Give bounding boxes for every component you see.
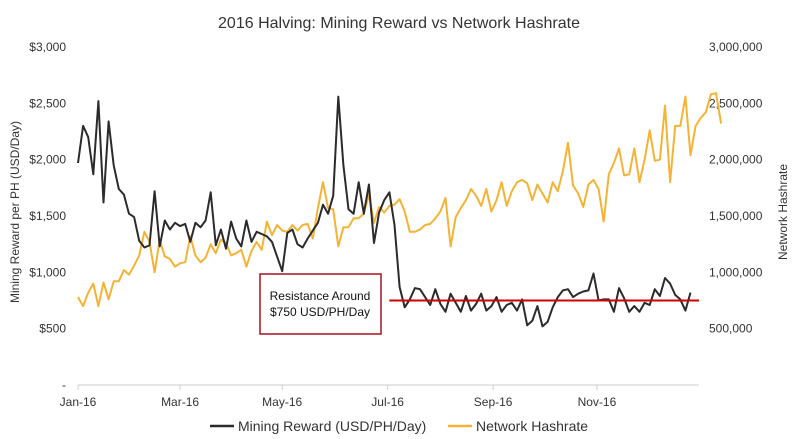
y-left-tick-label: $2,000	[29, 153, 66, 167]
y-left-tick-label: $1,000	[29, 265, 66, 279]
x-tick-label: Nov-16	[578, 395, 617, 409]
y-right-tick-label: 3,000,000	[709, 40, 763, 54]
y-right-axis-label: Network Hashrate	[776, 164, 790, 260]
annotation-text-line1: Resistance Around	[270, 289, 371, 303]
x-tick-label: Jan-16	[60, 395, 97, 409]
y-left-tick-label: $1,500	[29, 209, 66, 223]
y-right-ticks: 500,000 1,000,000 1,500,000 2,000,000 2,500,…	[709, 40, 763, 336]
y-left-tick-label: $2,500	[29, 96, 66, 110]
series-line-network-hashrate	[77, 92, 723, 308]
y-right-tick-label: 2,500,000	[709, 96, 763, 110]
y-left-tick-label: -	[62, 378, 66, 392]
legend-label-mining-reward: Mining Reward (USD/PH/Day)	[238, 418, 426, 434]
annotation-text-line2: $750 USD/PH/Day	[270, 305, 370, 319]
annotation-box: Resistance Around $750 USD/PH/Day	[259, 273, 382, 335]
y-right-tick-label: 2,000,000	[709, 153, 763, 167]
x-ticks: Jan-16 Mar-16 May-16 Jul-16 Sep-16 Nov-16	[60, 385, 617, 409]
y-left-tick-label: $3,000	[29, 40, 66, 54]
y-left-axis-label: Mining Reward per PH (USD/Day)	[8, 121, 22, 303]
y-right-tick-label: 1,000,000	[709, 265, 763, 279]
x-tick-label: Mar-16	[161, 395, 199, 409]
series-line-mining-reward	[77, 95, 692, 328]
legend-label-network-hashrate: Network Hashrate	[476, 418, 588, 434]
y-left-tick-label: $500	[39, 322, 66, 336]
y-right-tick-label: 500,000	[709, 322, 753, 336]
x-tick-label: Sep-16	[474, 395, 513, 409]
legend: Mining Reward (USD/PH/Day) Network Hashr…	[210, 418, 588, 434]
chart-title: 2016 Halving: Mining Reward vs Network H…	[218, 15, 580, 32]
y-left-ticks: - $500 $1,000 $1,500 $2,000 $2,500 $3,000	[29, 40, 66, 392]
y-right-tick-label: 1,500,000	[709, 209, 763, 223]
series-layer	[77, 92, 723, 328]
x-tick-label: Jul-16	[371, 395, 404, 409]
annotation-rect	[259, 273, 382, 335]
x-tick-label: May-16	[262, 395, 302, 409]
